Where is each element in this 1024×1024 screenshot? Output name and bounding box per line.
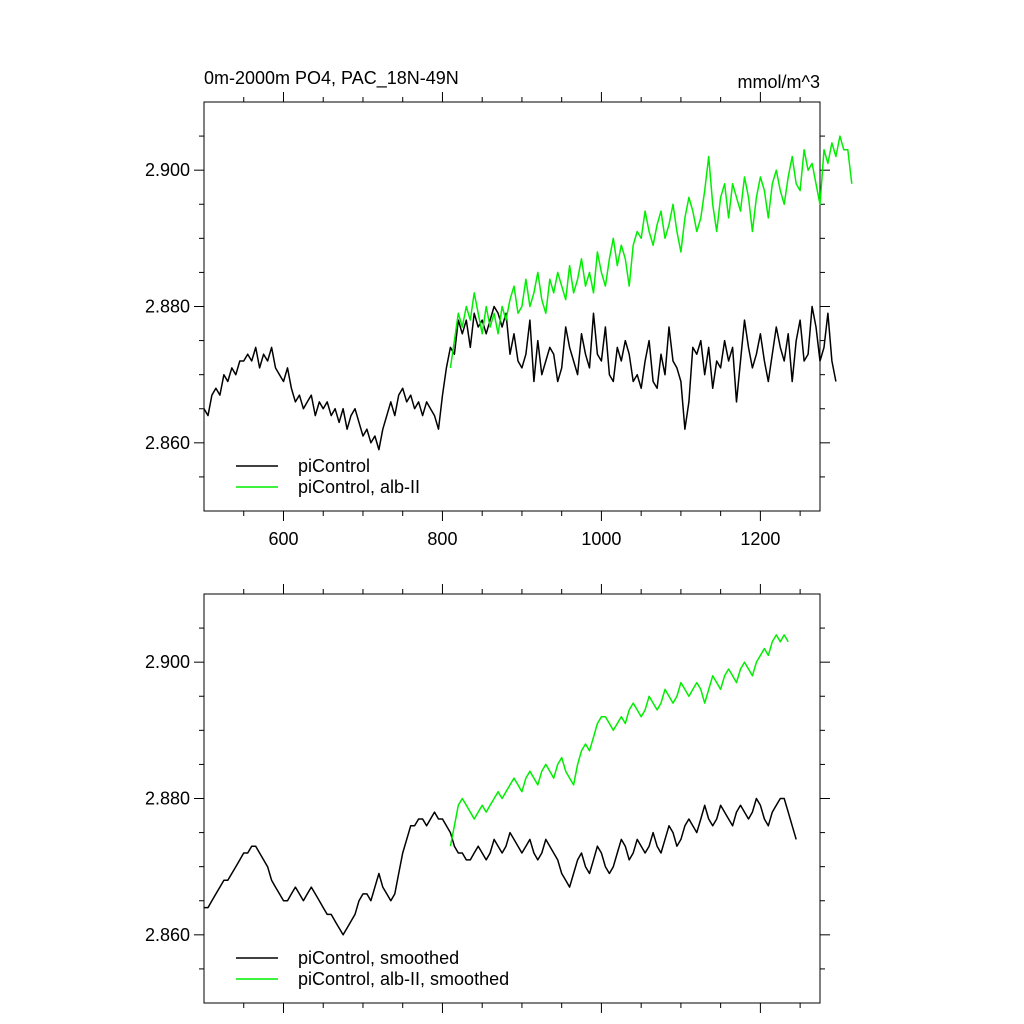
chart-title: 0m-2000m PO4, PAC_18N-49N xyxy=(204,68,459,89)
x-tick-label: 1000 xyxy=(581,529,621,549)
bottom-panel: 2.860 2.880 2.900 piControl, smoothedpiCont… xyxy=(145,584,830,1013)
series-line-1 xyxy=(449,634,789,847)
legend-label: piControl, smoothed xyxy=(298,948,459,968)
legend-label: piControl, alb-II xyxy=(298,477,420,497)
y-tick-label: 2.880 xyxy=(145,789,190,809)
y-tick-label: 2.860 xyxy=(145,433,190,453)
x-tick-label: 800 xyxy=(427,529,457,549)
y-tick-label: 2.900 xyxy=(145,160,190,180)
y-tick-label: 2.900 xyxy=(145,652,190,672)
y-tick-label: 2.860 xyxy=(145,925,190,945)
y-tick-label: 2.880 xyxy=(145,297,190,317)
units-label: mmol/m^3 xyxy=(738,72,820,92)
plot-frame xyxy=(203,593,821,1004)
series-line-0 xyxy=(204,797,797,936)
legend-label: piControl xyxy=(298,456,370,476)
x-tick-label: 1200 xyxy=(740,529,780,549)
legend-label: piControl, alb-II, smoothed xyxy=(298,969,509,989)
top-panel: 600 800 1000 1200 2.860 2.880 2.900 piControlpi… xyxy=(145,92,853,549)
series-line-0 xyxy=(203,305,837,451)
series-line-1 xyxy=(449,135,853,369)
x-tick-label: 600 xyxy=(268,529,298,549)
plot-frame xyxy=(203,101,821,512)
